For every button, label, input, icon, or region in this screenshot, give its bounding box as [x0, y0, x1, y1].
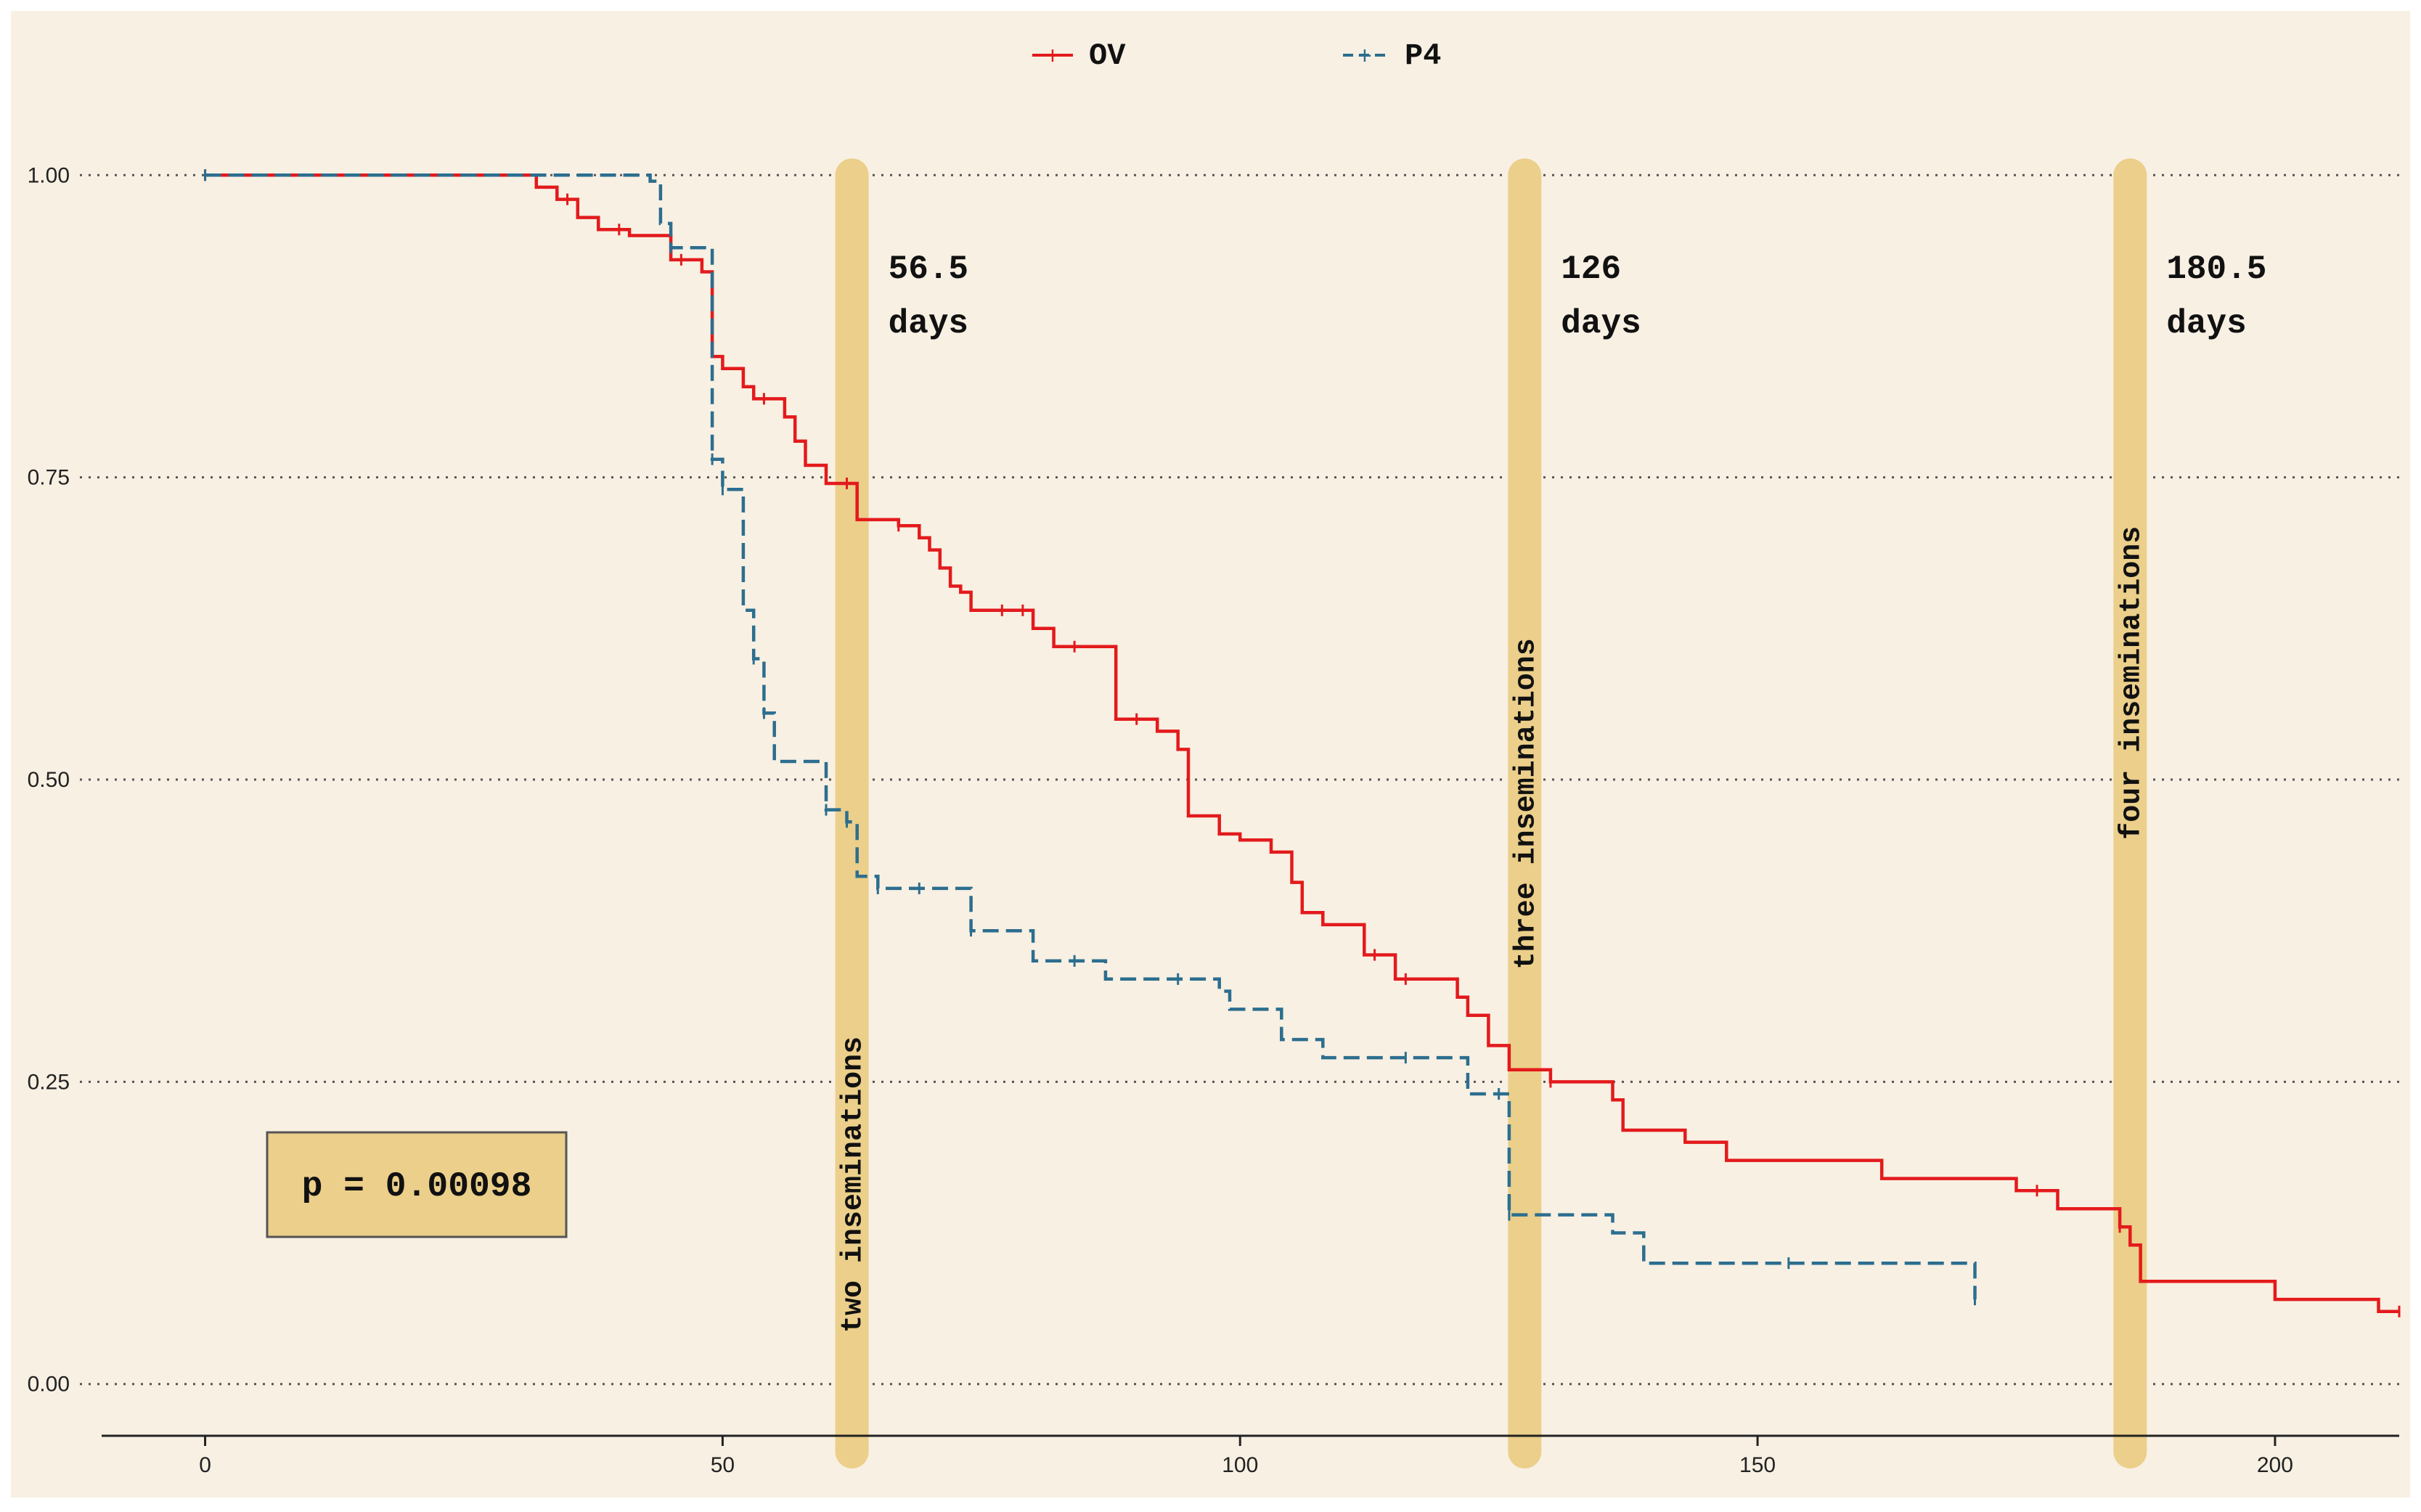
grid-layer	[80, 173, 2399, 1386]
annotation-days-value: 56.5	[889, 250, 968, 288]
series-line-ov	[205, 173, 2399, 1314]
y-tick-label: 0.75	[28, 466, 70, 490]
x-tick-label: 100	[1222, 1453, 1258, 1477]
legend: + OV + P4	[1032, 38, 1441, 73]
axis-layer: 0.00 0.25 0.50 0.75 1.00 0 50 100 150 200	[28, 163, 2399, 1477]
legend-item-ov[interactable]: + OV	[1032, 38, 1126, 73]
p-value-box-frame	[266, 1131, 568, 1238]
legend-p4-label: P4	[1405, 38, 1441, 73]
annotation-days-unit: days	[1561, 305, 1641, 343]
chart-background	[11, 11, 2410, 1497]
p-value-label: p = 0.00098	[302, 1167, 532, 1206]
annotation-vertical-label: three inseminations	[1510, 638, 1543, 969]
legend-item-p4[interactable]: + P4	[1343, 38, 1441, 73]
p-value-box: p = 0.00098	[266, 1131, 568, 1238]
x-tick-label: 200	[2257, 1453, 2293, 1477]
legend-ov-label: OV	[1089, 38, 1126, 73]
annotation-vertical-label: four inseminations	[2115, 526, 2148, 840]
x-tick-label: 150	[1739, 1453, 1776, 1477]
annotation-days-unit: days	[889, 305, 968, 343]
x-tick-label: 50	[711, 1453, 735, 1477]
y-tick-label: 0.50	[28, 768, 70, 792]
y-tick-label: 0.25	[28, 1070, 70, 1094]
legend-ov-marker-icon: +	[1045, 44, 1060, 72]
annotation-days-value: 180.5	[2166, 250, 2266, 288]
annotation-labels: 56.5 days two inseminations 126 days three in…	[838, 250, 2267, 1333]
annotation-vertical-label: two inseminations	[838, 1037, 870, 1333]
x-tick-label: 0	[199, 1453, 211, 1477]
annotation-days-unit: days	[2166, 305, 2246, 343]
legend-p4-marker-icon: +	[1358, 44, 1372, 72]
y-tick-label: 0.00	[28, 1373, 70, 1397]
series-layer	[204, 169, 2401, 1317]
y-tick-label: 1.00	[28, 163, 70, 187]
annotation-days-value: 126	[1561, 250, 1621, 288]
series-line-p4	[205, 173, 1977, 1300]
